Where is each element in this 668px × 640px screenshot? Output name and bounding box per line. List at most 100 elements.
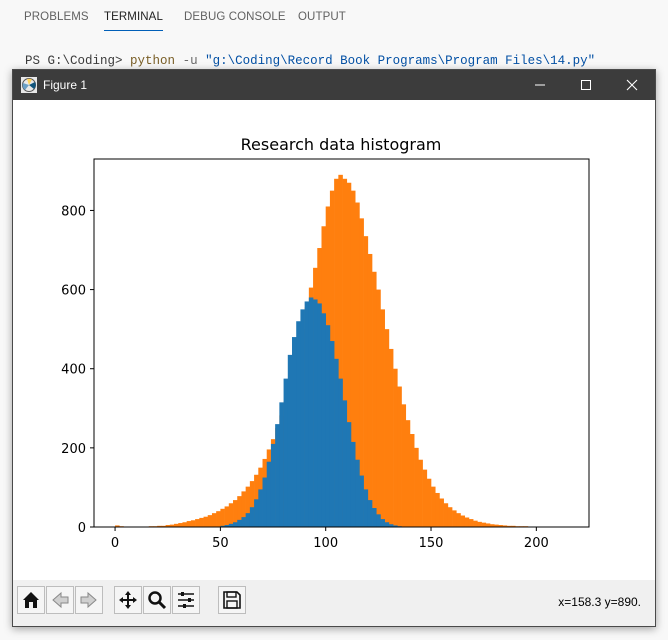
histogram-bar-series-1 bbox=[385, 522, 390, 527]
histogram-bar-series-1 bbox=[305, 301, 310, 527]
minimize-button[interactable] bbox=[517, 70, 563, 100]
histogram-bar-series-1 bbox=[309, 297, 314, 527]
back-button[interactable] bbox=[46, 586, 74, 614]
pan-button[interactable] bbox=[114, 586, 142, 614]
histogram-bar-series-1 bbox=[351, 442, 356, 527]
histogram-bar-series-2 bbox=[439, 499, 444, 527]
histogram-bar-series-2 bbox=[431, 487, 436, 527]
save-button[interactable] bbox=[218, 586, 246, 614]
histogram-bar-series-1 bbox=[288, 355, 293, 527]
histogram-bar-series-2 bbox=[182, 522, 187, 527]
minimize-icon bbox=[534, 79, 546, 91]
terminal-path: "g:\Coding\Record Book Programs\Program … bbox=[205, 54, 595, 68]
histogram-bar-series-2 bbox=[187, 521, 192, 527]
zoom-button[interactable] bbox=[143, 586, 171, 614]
x-tick-label: 150 bbox=[419, 536, 444, 551]
window-title: Figure 1 bbox=[43, 78, 87, 92]
configure-subplots-icon bbox=[176, 590, 196, 610]
histogram-bar-series-1 bbox=[271, 444, 276, 527]
histogram-bar-series-1 bbox=[355, 460, 360, 527]
histogram-bar-series-2 bbox=[414, 448, 419, 527]
tab-problems[interactable]: PROBLEMS bbox=[24, 11, 89, 23]
close-button[interactable] bbox=[609, 70, 655, 100]
histogram-bar-series-1 bbox=[233, 522, 238, 527]
window-titlebar[interactable]: Figure 1 bbox=[13, 70, 655, 100]
histogram-bar-series-1 bbox=[326, 325, 331, 527]
y-tick-label: 800 bbox=[61, 204, 86, 219]
histogram-bar-series-2 bbox=[364, 236, 369, 527]
forward-arrow-icon bbox=[79, 590, 99, 610]
configure-subplots-button[interactable] bbox=[172, 586, 200, 614]
histogram-bar-series-1 bbox=[338, 379, 343, 527]
terminal-prompt: PS G:\Coding> bbox=[25, 54, 123, 68]
histogram-bar-series-1 bbox=[267, 462, 272, 527]
histogram-bar-series-1 bbox=[330, 341, 335, 527]
histogram-bar-series-2 bbox=[380, 309, 385, 527]
zoom-icon bbox=[147, 590, 167, 610]
histogram-bar-series-2 bbox=[469, 519, 474, 527]
histogram-bar-series-1 bbox=[237, 520, 242, 527]
histogram-bar-series-1 bbox=[279, 402, 284, 527]
histogram-bar-series-2 bbox=[385, 329, 390, 527]
home-button[interactable] bbox=[17, 586, 45, 614]
maximize-button[interactable] bbox=[563, 70, 609, 100]
cursor-coordinates: x=158.3 y=890. bbox=[558, 595, 641, 609]
histogram-bar-series-2 bbox=[191, 520, 196, 527]
histogram-bar-series-2 bbox=[406, 420, 411, 527]
histogram-bar-series-2 bbox=[372, 272, 377, 527]
histogram-bar-series-1 bbox=[380, 519, 385, 527]
histogram-bar-series-2 bbox=[225, 506, 230, 527]
histogram-bar-series-2 bbox=[477, 522, 482, 527]
histogram-bar-series-2 bbox=[435, 493, 440, 527]
histogram-bar-series-1 bbox=[368, 500, 373, 527]
histogram-bar-series-2 bbox=[199, 518, 204, 527]
histogram-bar-series-2 bbox=[452, 510, 457, 527]
back-arrow-icon bbox=[50, 590, 70, 610]
histogram-bar-series-1 bbox=[372, 508, 377, 527]
histogram-bar-series-1 bbox=[296, 321, 301, 527]
chart-title: Research data histogram bbox=[241, 135, 442, 154]
histogram-bar-series-1 bbox=[364, 489, 369, 527]
histogram-bar-series-1 bbox=[254, 499, 259, 527]
histogram-bar-series-1 bbox=[313, 299, 318, 527]
forward-button[interactable] bbox=[75, 586, 103, 614]
histogram-bar-series-1 bbox=[250, 507, 255, 527]
histogram-bar-series-2 bbox=[423, 470, 428, 527]
histogram-bar-series-1 bbox=[376, 514, 381, 527]
histogram-bar-series-2 bbox=[402, 404, 407, 527]
histogram-bar-series-2 bbox=[418, 460, 423, 527]
histogram-bar-series-1 bbox=[347, 422, 352, 527]
histogram-bar-series-2 bbox=[376, 290, 381, 527]
histogram-bar-series-2 bbox=[465, 518, 470, 527]
terminal-command-line[interactable]: PS G:\Coding> python -u "g:\Coding\Recor… bbox=[25, 54, 595, 68]
histogram-bar-series-2 bbox=[473, 521, 478, 527]
y-tick-label: 400 bbox=[61, 363, 86, 378]
histogram-bar-series-2 bbox=[229, 503, 234, 527]
tab-debug-console[interactable]: DEBUG CONSOLE bbox=[184, 11, 286, 23]
histogram-bar-series-1 bbox=[275, 424, 280, 527]
histogram-bar-series-2 bbox=[444, 503, 449, 527]
histogram-bar-series-2 bbox=[212, 513, 217, 527]
histogram-bar-series-1 bbox=[258, 489, 263, 527]
histogram-bar-series-2 bbox=[208, 515, 213, 527]
panel-tab-bar: PROBLEMS TERMINAL DEBUG CONSOLE OUTPUT bbox=[0, 0, 668, 36]
tab-output[interactable]: OUTPUT bbox=[298, 11, 346, 23]
histogram-bar-series-2 bbox=[178, 523, 183, 527]
tab-terminal[interactable]: TERMINAL bbox=[104, 11, 163, 23]
histogram-bar-series-2 bbox=[220, 509, 225, 527]
histogram-bar-series-2 bbox=[389, 349, 394, 527]
histogram-bar-series-1 bbox=[263, 478, 268, 527]
histogram-bar-series-1 bbox=[292, 337, 297, 527]
y-tick-label: 200 bbox=[61, 442, 86, 457]
histogram-bar-series-1 bbox=[300, 309, 305, 527]
editor-edge bbox=[0, 40, 3, 640]
pan-icon bbox=[118, 590, 138, 610]
x-tick-label: 200 bbox=[524, 536, 549, 551]
histogram-bar-series-2 bbox=[461, 516, 466, 527]
histogram-bar-series-2 bbox=[195, 519, 200, 527]
histogram-bar-series-1 bbox=[246, 513, 251, 527]
histogram-bar-series-2 bbox=[397, 387, 402, 527]
